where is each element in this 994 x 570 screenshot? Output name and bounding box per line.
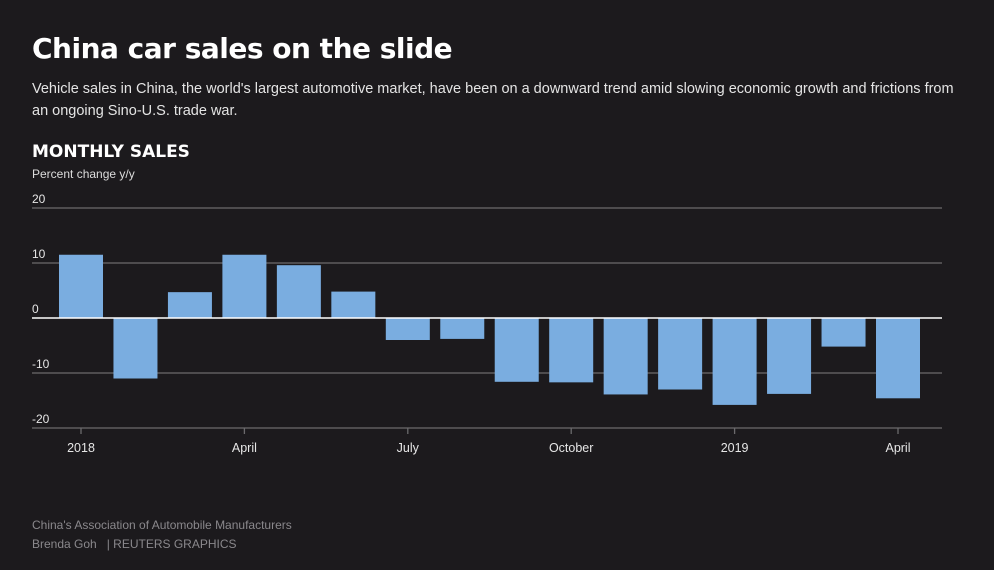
bar-chart: 20 10 0 -10 -20 2018 April July October 2019 April [32, 192, 942, 455]
y-tick-label: 0 [32, 302, 39, 316]
bar-2018-06 [331, 291, 376, 318]
chart-title: China car sales on the slide [32, 32, 453, 65]
x-tick-label: October [549, 441, 593, 455]
bar-2019-02 [767, 318, 812, 394]
x-tick-label: 2019 [721, 441, 749, 455]
bar-2018-04 [222, 254, 267, 318]
bar-2018-08 [440, 318, 485, 339]
y-tick-label: 20 [32, 192, 46, 206]
author-name: Brenda Goh [32, 537, 97, 551]
y-tick-label: -10 [32, 357, 50, 371]
section-title: MONTHLY SALES [32, 142, 190, 162]
x-tick-label: 2018 [67, 441, 95, 455]
chart-subtitle: Vehicle sales in China, the world's larg… [32, 81, 954, 119]
bar-2018-03 [167, 292, 212, 318]
bar-2019-01 [712, 318, 757, 405]
source-note: China's Association of Automobile Manufa… [32, 518, 292, 532]
bar-2018-12 [658, 318, 703, 390]
bar-2018-10 [549, 318, 594, 383]
bar-2018-07 [385, 318, 430, 340]
publisher-label: | REUTERS GRAPHICS [106, 537, 237, 551]
bar-2018-01 [59, 254, 103, 318]
bar-2019-04 [876, 318, 920, 399]
x-tick-label: July [397, 441, 420, 455]
bar-2018-02 [113, 318, 158, 379]
bar-2018-05 [276, 265, 321, 318]
x-tick-label: April [885, 441, 910, 455]
y-tick-label: -20 [32, 412, 50, 426]
bar-2018-11 [603, 318, 648, 395]
bar-2019-03 [821, 318, 866, 347]
y-axis-title: Percent change y/y [32, 167, 135, 181]
y-tick-label: 10 [32, 247, 46, 261]
x-tick-label: April [232, 441, 257, 455]
bar-2018-09 [494, 318, 539, 382]
credit-line: Brenda Goh | REUTERS GRAPHICS [32, 537, 237, 551]
